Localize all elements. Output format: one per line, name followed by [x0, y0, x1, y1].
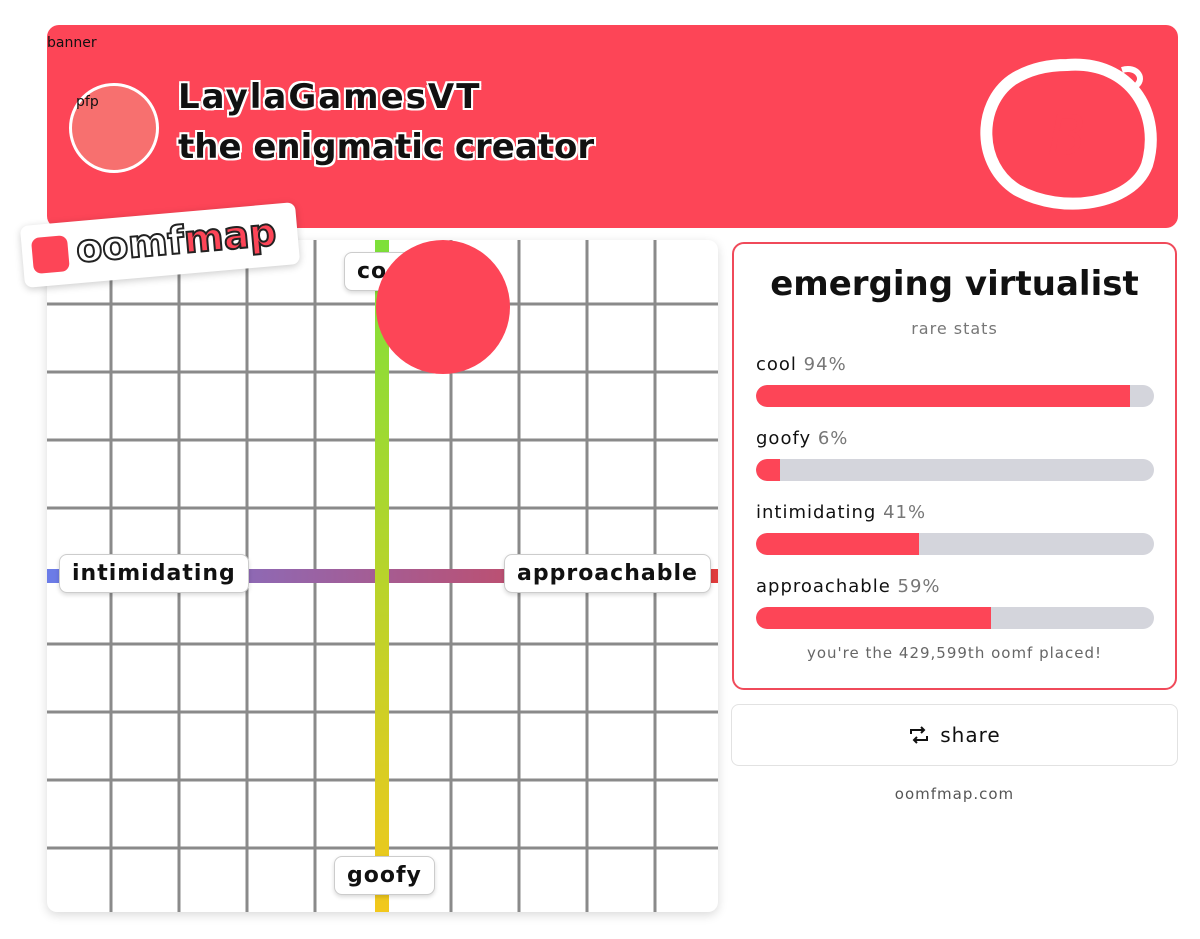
stat-value: 94%: [803, 354, 847, 375]
stat-name: approachable: [756, 576, 891, 597]
stat-label: cool 94%: [756, 354, 847, 375]
logo-text: oomfmap: [73, 209, 279, 272]
stat-value: 59%: [897, 576, 941, 597]
stat-name: intimidating: [756, 502, 877, 523]
stat-track: [756, 607, 1154, 629]
stat-label: goofy 6%: [756, 428, 848, 449]
user-subtitle: the enigmatic creator: [178, 127, 595, 167]
stat-track: [756, 459, 1154, 481]
badge: B: [980, 58, 1157, 210]
card-subtitle: rare stats: [911, 319, 998, 338]
stat-bar: [756, 607, 991, 629]
stat-track: [756, 385, 1154, 407]
stat-bar: [756, 385, 1131, 407]
axis-bottom-label: goofy: [334, 856, 435, 895]
badge-letter: B: [1048, 104, 1086, 169]
axis-vertical: [375, 240, 389, 912]
banner-label: banner: [47, 35, 97, 51]
stat-value: 6%: [817, 428, 849, 449]
avatar: pfp: [69, 83, 159, 173]
placement-dot: [375, 240, 510, 375]
card-title: emerging virtualist: [770, 264, 1139, 304]
stat-bar: [756, 533, 920, 555]
logo-icon: [30, 235, 70, 275]
logo-part: map: [181, 209, 279, 263]
stat-label: intimidating 41%: [756, 502, 926, 523]
share-button[interactable]: share: [731, 704, 1178, 766]
stat-name: cool: [756, 354, 797, 375]
stat-value: 41%: [883, 502, 927, 523]
logo-part: oomf: [73, 217, 187, 272]
stat-label: approachable 59%: [756, 576, 941, 597]
map: cool goofy intimidating approachable: [47, 240, 718, 912]
share-label: share: [940, 723, 1001, 747]
share-icon: [910, 726, 929, 744]
stat-bar: [756, 459, 780, 481]
axis-left-label: intimidating: [59, 554, 249, 593]
site-link[interactable]: oomfmap.com: [894, 785, 1015, 803]
result-card: emerging virtualist rare stats cool 94% g…: [732, 242, 1177, 690]
username: LaylaGamesVT: [178, 77, 482, 117]
card-footer: you're the 429,599th oomf placed!: [807, 644, 1102, 662]
avatar-label: pfp: [76, 94, 99, 110]
banner: banner pfp LaylaGamesVT the enigmatic cr…: [47, 25, 1178, 228]
stat-name: goofy: [756, 428, 812, 449]
stat-track: [756, 533, 1154, 555]
axis-right-label: approachable: [504, 554, 711, 593]
